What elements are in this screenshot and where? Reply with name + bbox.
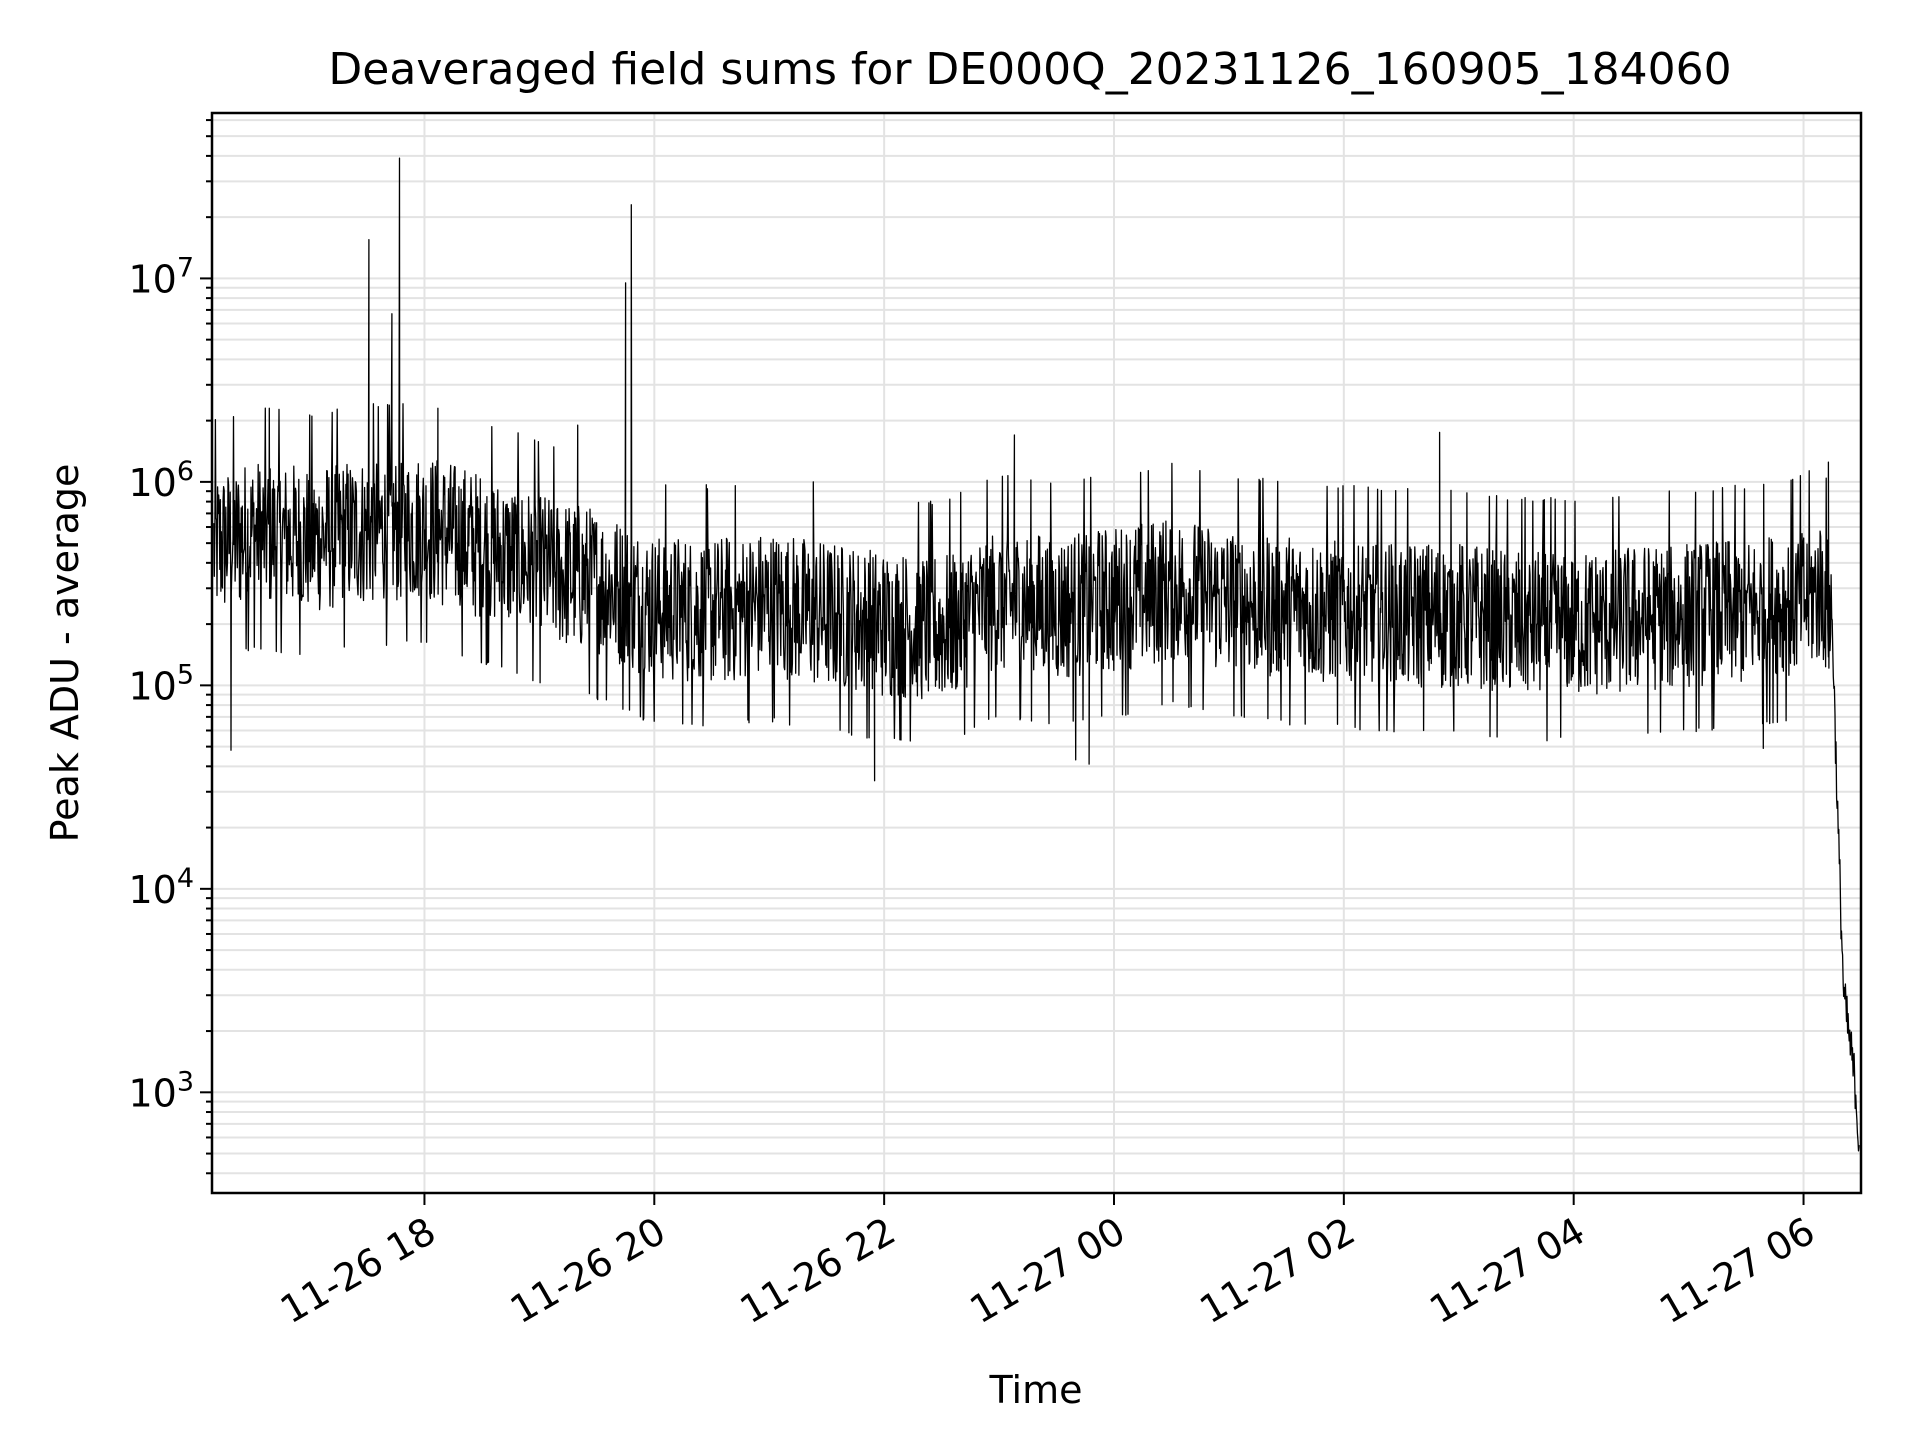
plot-frame [210,111,1863,1195]
plot-area [213,157,1860,1152]
y-axis-label: Peak ADU - average [43,464,87,843]
y-tick-label: 104 [128,863,194,912]
grid [212,113,1861,1193]
x-axis-label: Time [989,1368,1083,1412]
chart-title: Deaveraged field sums for DE000Q_2023112… [328,44,1731,95]
y-tick-label: 105 [128,659,194,708]
y-tick-label: 103 [128,1066,194,1115]
y-axis: 103 104 105 106 107 [128,119,212,1175]
series-line [213,157,1860,1152]
y-tick-label: 106 [128,456,194,505]
y-tick-label: 107 [128,252,194,301]
